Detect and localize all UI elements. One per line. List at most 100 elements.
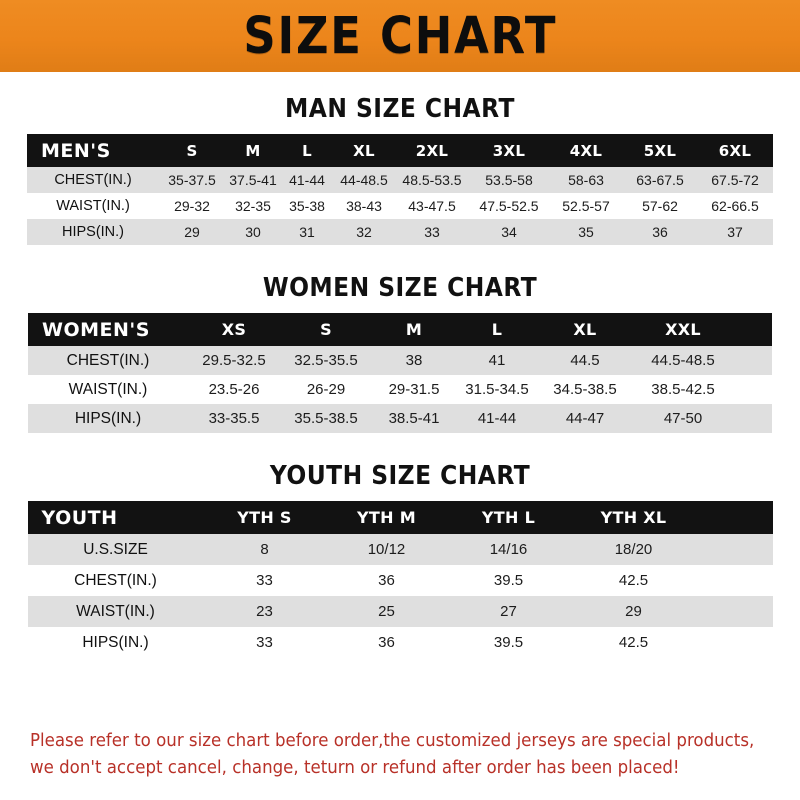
youth-us-size-spacer: [697, 534, 773, 565]
table-row: WAIST(IN.) 23 25 27 29: [27, 596, 773, 627]
women-col-header-xl: XL: [538, 313, 632, 346]
youth-col-header-spacer: [697, 501, 773, 534]
youth-waist-xl: 29: [569, 596, 698, 627]
order-policy-note-line1: Please refer to our size chart before or…: [30, 731, 755, 751]
women-waist-xl: 34.5-38.5: [538, 375, 632, 404]
page-banner: SIZE CHART: [0, 0, 800, 72]
men-hips-3xl: 34: [469, 219, 549, 245]
women-chest-xs: 29.5-32.5: [188, 346, 280, 375]
youth-chest-xl: 42.5: [569, 565, 698, 596]
women-header-label: WOMEN'S: [28, 313, 188, 346]
men-chest-5xl: 63-67.5: [623, 167, 697, 193]
women-col-header-xxl: XXL: [632, 313, 734, 346]
men-chest-6xl: 67.5-72: [697, 167, 773, 193]
men-col-header-4xl: 4XL: [549, 134, 623, 167]
table-row: CHEST(IN.) 35-37.5 37.5-41 41-44 44-48.5…: [27, 167, 773, 193]
youth-size-table: YOUTH YTH S YTH M YTH L YTH XL U.S.SIZE …: [27, 501, 773, 658]
women-hips-xs: 33-35.5: [188, 404, 280, 433]
women-waist-l: 31.5-34.5: [456, 375, 538, 404]
women-chest-l: 41: [456, 346, 538, 375]
women-waist-spacer: [734, 375, 772, 404]
men-waist-5xl: 57-62: [623, 193, 697, 219]
women-chest-s: 32.5-35.5: [280, 346, 372, 375]
women-hips-xxl: 47-50: [632, 404, 734, 433]
men-hips-s: 29: [159, 219, 225, 245]
table-row: HIPS(IN.) 33 36 39.5 42.5: [27, 627, 773, 658]
youth-row-label-hips: HIPS(IN.): [27, 627, 204, 658]
youth-waist-m: 25: [325, 596, 448, 627]
youth-chest-spacer: [697, 565, 773, 596]
men-row-label-hips: HIPS(IN.): [27, 219, 159, 245]
men-waist-3xl: 47.5-52.5: [469, 193, 549, 219]
men-waist-m: 32-35: [225, 193, 281, 219]
youth-chest-s: 33: [203, 565, 326, 596]
women-hips-m: 38.5-41: [372, 404, 456, 433]
men-col-header-5xl: 5XL: [623, 134, 697, 167]
men-row-label-waist: WAIST(IN.): [27, 193, 159, 219]
men-col-header-s: S: [159, 134, 225, 167]
youth-section-title: YOUTH SIZE CHART: [269, 461, 531, 491]
women-hips-xl: 44-47: [538, 404, 632, 433]
men-chest-4xl: 58-63: [549, 167, 623, 193]
youth-col-header-s: YTH S: [203, 501, 326, 534]
order-policy-note: Please refer to our size chart before or…: [30, 728, 755, 782]
men-waist-xl: 38-43: [333, 193, 395, 219]
youth-hips-xl: 42.5: [569, 627, 698, 658]
women-col-header-s: S: [280, 313, 372, 346]
men-header-row: MEN'S S M L XL 2XL 3XL 4XL 5XL 6XL: [27, 134, 773, 167]
man-section-title: MAN SIZE CHART: [285, 94, 515, 124]
men-col-header-3xl: 3XL: [469, 134, 549, 167]
women-waist-xs: 23.5-26: [188, 375, 280, 404]
table-row: U.S.SIZE 8 10/12 14/16 18/20: [27, 534, 773, 565]
men-col-header-l: L: [281, 134, 333, 167]
women-section-title: WOMEN SIZE CHART: [262, 273, 538, 303]
men-chest-2xl: 48.5-53.5: [395, 167, 469, 193]
youth-us-size-l: 14/16: [447, 534, 570, 565]
men-waist-l: 35-38: [281, 193, 333, 219]
women-hips-spacer: [734, 404, 772, 433]
youth-us-size-m: 10/12: [325, 534, 448, 565]
youth-col-header-xl: YTH XL: [569, 501, 698, 534]
youth-header-label: YOUTH: [27, 501, 204, 534]
women-hips-l: 41-44: [456, 404, 538, 433]
men-chest-xl: 44-48.5: [333, 167, 395, 193]
youth-waist-s: 23: [203, 596, 326, 627]
men-waist-4xl: 52.5-57: [549, 193, 623, 219]
youth-hips-spacer: [697, 627, 773, 658]
men-col-header-2xl: 2XL: [395, 134, 469, 167]
men-hips-xl: 32: [333, 219, 395, 245]
men-chest-s: 35-37.5: [159, 167, 225, 193]
table-row: CHEST(IN.) 33 36 39.5 42.5: [27, 565, 773, 596]
women-row-label-waist: WAIST(IN.): [28, 375, 188, 404]
women-chest-xl: 44.5: [538, 346, 632, 375]
men-hips-6xl: 37: [697, 219, 773, 245]
women-chest-xxl: 44.5-48.5: [632, 346, 734, 375]
women-size-table: WOMEN'S XS S M L XL XXL CHEST(IN.) 29.5-…: [28, 313, 772, 433]
men-col-header-6xl: 6XL: [697, 134, 773, 167]
men-hips-l: 31: [281, 219, 333, 245]
order-policy-note-line2: we don't accept cancel, change, teturn o…: [30, 758, 680, 779]
table-row: HIPS(IN.) 33-35.5 35.5-38.5 38.5-41 41-4…: [28, 404, 772, 433]
men-col-header-m: M: [225, 134, 281, 167]
table-row: HIPS(IN.) 29 30 31 32 33 34 35 36 37: [27, 219, 773, 245]
women-col-header-xs: XS: [188, 313, 280, 346]
women-header-row: WOMEN'S XS S M L XL XXL: [28, 313, 772, 346]
table-row: CHEST(IN.) 29.5-32.5 32.5-35.5 38 41 44.…: [28, 346, 772, 375]
men-hips-2xl: 33: [395, 219, 469, 245]
women-row-label-hips: HIPS(IN.): [28, 404, 188, 433]
men-waist-s: 29-32: [159, 193, 225, 219]
men-waist-6xl: 62-66.5: [697, 193, 773, 219]
women-waist-m: 29-31.5: [372, 375, 456, 404]
women-col-header-spacer: [734, 313, 772, 346]
youth-us-size-xl: 18/20: [569, 534, 698, 565]
men-hips-m: 30: [225, 219, 281, 245]
women-chest-m: 38: [372, 346, 456, 375]
men-chest-3xl: 53.5-58: [469, 167, 549, 193]
youth-hips-s: 33: [203, 627, 326, 658]
men-col-header-xl: XL: [333, 134, 395, 167]
youth-hips-m: 36: [325, 627, 448, 658]
men-hips-5xl: 36: [623, 219, 697, 245]
women-col-header-m: M: [372, 313, 456, 346]
youth-chest-m: 36: [325, 565, 448, 596]
men-header-label: MEN'S: [27, 134, 159, 167]
